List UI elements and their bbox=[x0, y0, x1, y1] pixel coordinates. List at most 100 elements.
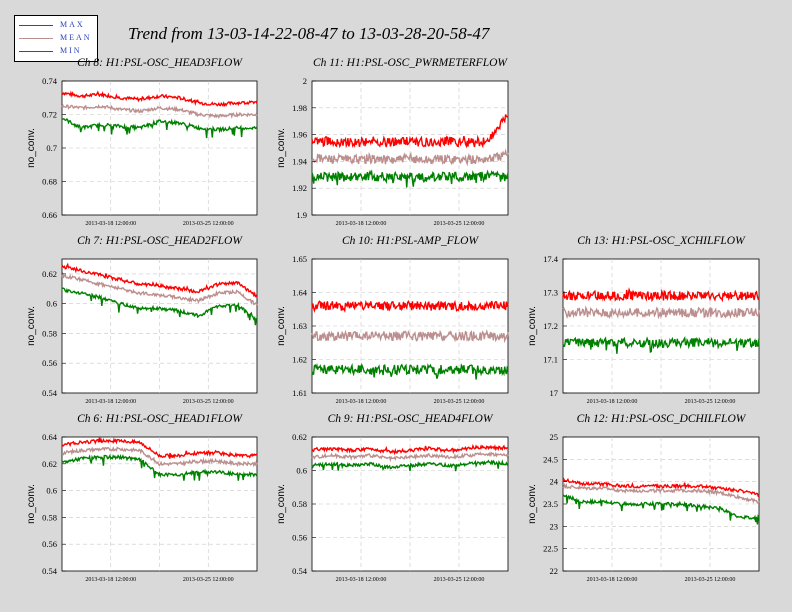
y-axis-label: no_conv. bbox=[527, 484, 538, 524]
legend-item-mean: MEAN bbox=[19, 33, 95, 44]
y-tick-label: 0.54 bbox=[292, 566, 308, 576]
x-tick-label: 2013-03-18 12:00:00 bbox=[85, 399, 136, 405]
series-line-min bbox=[311, 169, 509, 188]
y-axis-label: no_conv. bbox=[276, 306, 287, 346]
x-tick-label: 2013-03-25 12:00:00 bbox=[434, 221, 485, 227]
x-tick-label: 2013-03-25 12:00:00 bbox=[685, 577, 736, 583]
x-tick-label: 2013-03-18 12:00:00 bbox=[336, 577, 387, 583]
series-line-mean bbox=[62, 445, 258, 468]
legend-label-max: MAX bbox=[60, 20, 85, 29]
series-line-max bbox=[61, 262, 258, 298]
x-tick-label: 2013-03-25 12:00:00 bbox=[434, 577, 485, 583]
y-tick-label: 0.54 bbox=[42, 566, 58, 576]
y-tick-label: 23.5 bbox=[543, 499, 558, 509]
chart-panel-3: 0.62 0.6 0.58 0.56 0.54 2013-03-18 12:00:00 20… bbox=[26, 235, 258, 405]
y-axis-label: no_conv. bbox=[26, 306, 37, 346]
y-axis-label: no_conv. bbox=[276, 128, 287, 168]
y-tick-label: 1.64 bbox=[292, 288, 308, 298]
chart-title: Ch 13: H1:PSL-OSC_XCHILFLOW bbox=[577, 235, 746, 247]
y-tick-label: 22 bbox=[550, 566, 559, 576]
y-tick-label: 1.61 bbox=[292, 388, 307, 398]
legend-swatch-max bbox=[19, 25, 53, 26]
chart-panel-6: 0.64 0.62 0.6 0.58 0.56 0.54 2013-03-18 12:00:… bbox=[26, 413, 258, 583]
y-tick-label: 0.72 bbox=[42, 110, 57, 120]
series-line-max bbox=[311, 299, 509, 313]
chart-title: Ch 12: H1:PSL-OSC_DCHILFLOW bbox=[577, 413, 747, 425]
y-tick-label: 1.62 bbox=[292, 355, 307, 365]
y-tick-label: 0.74 bbox=[42, 76, 58, 86]
chart-title: Ch 6: H1:PSL-OSC_HEAD1FLOW bbox=[77, 413, 243, 425]
y-tick-label: 17.1 bbox=[543, 355, 558, 365]
chart-panel-8: 25 24.5 24 23.5 23 22.5 22 2013-03-18 12:00:00 2… bbox=[527, 413, 760, 583]
x-tick-label: 2013-03-18 12:00:00 bbox=[587, 399, 638, 405]
y-tick-label: 0.62 bbox=[292, 432, 307, 442]
chart-panel-1: 0.74 0.72 0.7 0.68 0.66 2013-03-18 12:00:00 20… bbox=[26, 57, 258, 227]
y-tick-label: 0.56 bbox=[42, 358, 57, 368]
y-tick-label: 0.58 bbox=[292, 499, 307, 509]
page-title: Trend from 13-03-14-22-08-47 to 13-03-28… bbox=[128, 24, 490, 43]
y-tick-label: 24 bbox=[550, 477, 559, 487]
y-tick-label: 0.62 bbox=[42, 459, 57, 469]
y-tick-label: 22.5 bbox=[543, 544, 558, 554]
y-tick-label: 1.65 bbox=[292, 254, 307, 264]
x-tick-label: 2013-03-18 12:00:00 bbox=[336, 399, 387, 405]
y-tick-label: 0.6 bbox=[46, 486, 57, 496]
y-tick-label: 17.2 bbox=[543, 321, 558, 331]
x-tick-label: 2013-03-18 12:00:00 bbox=[587, 577, 638, 583]
y-tick-label: 0.64 bbox=[42, 432, 58, 442]
chart-title: Ch 9: H1:PSL-OSC_HEAD4FLOW bbox=[328, 413, 494, 425]
legend-label-mean: MEAN bbox=[60, 33, 92, 42]
series-line-min bbox=[311, 459, 509, 472]
series-line-min bbox=[311, 362, 509, 380]
series-line-mean bbox=[562, 305, 760, 320]
y-axis-label: no_conv. bbox=[527, 306, 538, 346]
chart-panel-2: 2 1.98 1.96 1.94 1.92 1.9 2013-03-18 12:00:00 2… bbox=[276, 57, 509, 227]
chart-title: Ch 10: H1:PSL-AMP_FLOW bbox=[342, 235, 479, 247]
series-line-max bbox=[311, 443, 508, 456]
chart-panel-7: 0.62 0.6 0.58 0.56 0.54 2013-03-18 12:00:00 20… bbox=[276, 413, 509, 583]
chart-title: Ch 8: H1:PSL-OSC_HEAD3FLOW bbox=[77, 57, 243, 69]
series-line-max bbox=[562, 477, 760, 498]
series-line-min bbox=[61, 117, 258, 139]
y-axis-label: no_conv. bbox=[276, 484, 287, 524]
y-tick-label: 0.7 bbox=[46, 143, 57, 153]
series-line-min bbox=[562, 336, 760, 354]
series-line-min bbox=[61, 287, 258, 326]
y-tick-label: 1.9 bbox=[296, 210, 307, 220]
y-tick-label: 1.96 bbox=[292, 130, 307, 140]
x-tick-label: 2013-03-18 12:00:00 bbox=[85, 577, 136, 583]
y-tick-label: 0.68 bbox=[42, 177, 57, 187]
series-line-mean bbox=[61, 103, 258, 120]
y-tick-label: 1.98 bbox=[292, 103, 307, 113]
y-tick-label: 1.63 bbox=[292, 321, 307, 331]
y-tick-label: 25 bbox=[550, 432, 559, 442]
y-tick-label: 1.94 bbox=[292, 156, 308, 166]
y-tick-label: 0.66 bbox=[42, 210, 57, 220]
y-tick-label: 1.92 bbox=[292, 183, 307, 193]
x-tick-label: 2013-03-25 12:00:00 bbox=[183, 577, 234, 583]
legend: MAX MEAN MIN bbox=[14, 15, 98, 62]
x-tick-label: 2013-03-25 12:00:00 bbox=[183, 221, 234, 227]
series-line-mean bbox=[562, 482, 760, 504]
series-line-max bbox=[61, 90, 258, 108]
series-line-max bbox=[61, 437, 258, 460]
series-line-max bbox=[311, 114, 509, 149]
legend-label-min: MIN bbox=[60, 46, 82, 55]
y-tick-label: 23 bbox=[550, 521, 559, 531]
x-tick-label: 2013-03-25 12:00:00 bbox=[183, 399, 234, 405]
y-tick-label: 0.56 bbox=[42, 539, 57, 549]
series-line-min bbox=[562, 494, 760, 525]
y-tick-label: 0.6 bbox=[296, 466, 307, 476]
y-tick-label: 0.58 bbox=[42, 328, 57, 338]
series-line-min bbox=[61, 454, 258, 481]
legend-swatch-mean bbox=[19, 38, 53, 39]
x-tick-label: 2013-03-18 12:00:00 bbox=[336, 221, 387, 227]
y-tick-label: 17.3 bbox=[543, 288, 558, 298]
series-line-max bbox=[562, 287, 760, 303]
y-axis-label: no_conv. bbox=[26, 128, 37, 168]
chart-title: Ch 11: H1:PSL-OSC_PWRMETERFLOW bbox=[313, 57, 508, 69]
series-line-mean bbox=[311, 328, 509, 344]
y-tick-label: 17 bbox=[550, 388, 559, 398]
legend-item-max: MAX bbox=[19, 20, 95, 31]
